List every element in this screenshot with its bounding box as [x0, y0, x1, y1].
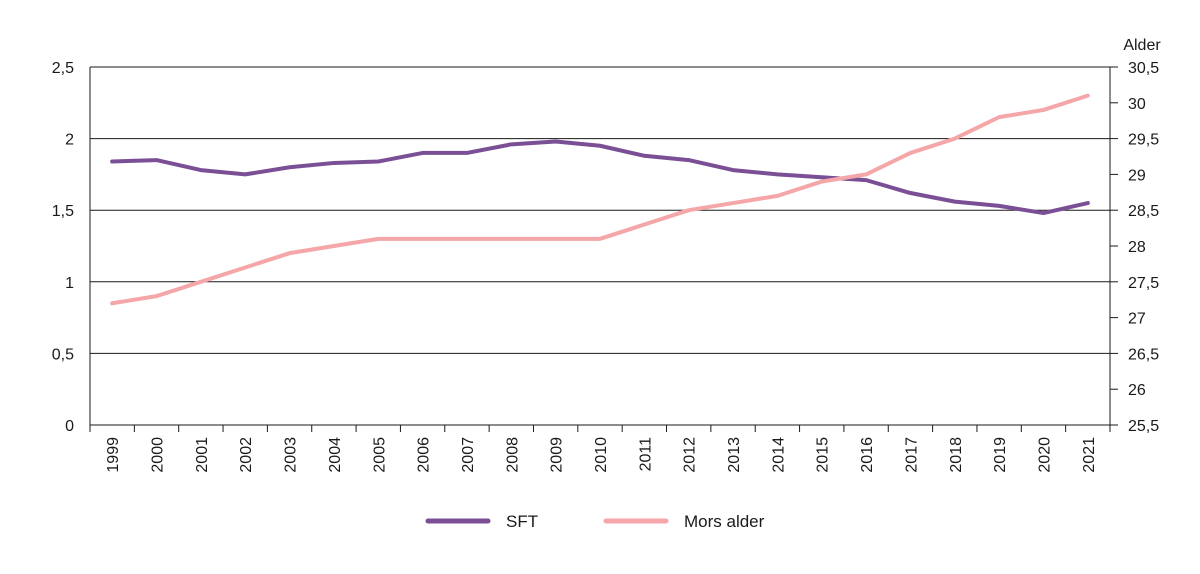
x-tick-label: 2016	[859, 437, 876, 473]
x-tick-label: 2021	[1081, 437, 1098, 473]
y-tick-label: 0,5	[52, 346, 74, 363]
x-tick-label: 2019	[992, 437, 1009, 473]
y-tick-label: 1,5	[52, 203, 74, 220]
x-tick-label: 2014	[770, 437, 787, 473]
y-tick-label: 0	[65, 418, 74, 435]
x-tick-label: 2002	[238, 437, 255, 473]
x-tick-label: 2001	[194, 437, 211, 473]
x-tick-label: 2011	[637, 437, 654, 472]
y-tick-label: 1	[65, 275, 74, 292]
y2-tick-label: 29	[1128, 167, 1146, 184]
series-lines	[110, 93, 1090, 306]
x-tick-label: 2010	[593, 437, 610, 473]
tick-labels: 0 0,5 1 1,5 2 2,5 25,5 26 26,5 27 27,5 28 28,5 29 29,5…	[52, 60, 1159, 473]
x-tick-label: 2012	[682, 437, 699, 473]
y2-tick-label: 26,5	[1128, 346, 1159, 363]
y-tick-label: 2,5	[52, 60, 74, 77]
series-line-1	[110, 139, 1090, 216]
y2-axis-title: Alder	[1123, 37, 1161, 54]
x-tick-label: 2015	[815, 437, 832, 473]
x-tick-label: 2013	[726, 437, 743, 473]
x-tick-label: 2009	[549, 437, 566, 473]
y2-tick-label: 28	[1128, 239, 1146, 256]
y2-tick-label: 29,5	[1128, 132, 1159, 149]
y2-tick-label: 30	[1128, 96, 1146, 113]
legend: SFT Mors alder	[425, 512, 765, 531]
y-tick-label: 2	[65, 132, 74, 149]
y2-tick-label: 30,5	[1128, 60, 1159, 77]
x-tick-label: 2005	[371, 437, 388, 473]
x-tick-label: 2008	[504, 437, 521, 473]
y2-tick-label: 28,5	[1128, 203, 1159, 220]
x-tick-label: 2018	[948, 437, 965, 473]
y2-tick-label: 26	[1128, 382, 1146, 399]
x-tick-label: 2017	[903, 437, 920, 473]
x-tick-label: 2006	[416, 437, 433, 473]
x-tick-label: 2007	[460, 437, 477, 473]
gridlines	[90, 66, 1110, 426]
x-tick-label: 2000	[150, 437, 167, 473]
x-tick-label: 2003	[283, 437, 300, 473]
x-tick-label: 2004	[327, 437, 344, 473]
y2-tick-label: 25,5	[1128, 418, 1159, 435]
x-tick-label: 2020	[1036, 437, 1053, 473]
series-line-2	[110, 93, 1090, 306]
legend-label: Mors alder	[684, 512, 765, 531]
x-tick-label: 1999	[105, 437, 122, 473]
y2-tick-label: 27	[1128, 311, 1146, 328]
axes	[89, 66, 1118, 432]
y2-tick-label: 27,5	[1128, 275, 1159, 292]
legend-label: SFT	[506, 512, 538, 531]
